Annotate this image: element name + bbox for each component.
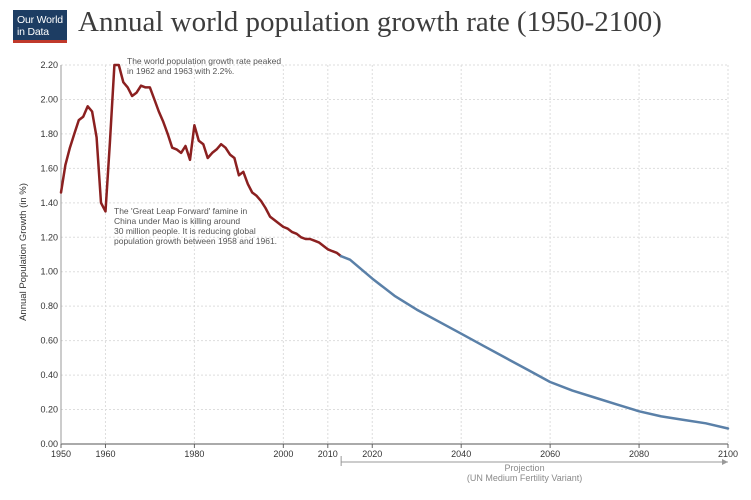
y-tick-label: 1.20 <box>40 232 58 242</box>
x-tick-label: 1980 <box>184 449 204 459</box>
projection-arrow-head <box>722 459 728 465</box>
y-tick-label: 1.00 <box>40 267 58 277</box>
projection-label: Projection <box>505 463 545 473</box>
x-tick-label: 1950 <box>51 449 71 459</box>
annotation-line: The world population growth rate peaked <box>127 56 281 66</box>
annotation-line: The 'Great Leap Forward' famine in <box>114 206 247 216</box>
x-tick-label: 2020 <box>362 449 382 459</box>
series-lines <box>59 63 730 430</box>
projection-series-line <box>339 254 730 430</box>
y-tick-label: 0.40 <box>40 370 58 380</box>
x-tick-labels: 1950 1960 1980 2000 2010 2020 2040 2060 2080 2100 <box>51 449 738 459</box>
annotation-line: in 1962 and 1963 with 2.2%. <box>127 66 234 76</box>
y-tick-label: 0.20 <box>40 405 58 415</box>
x-tick-label: 1960 <box>95 449 115 459</box>
y-tick-labels: 0.00 0.20 0.40 0.60 0.80 1.00 1.20 1.40 1.60 1.80… <box>40 60 58 449</box>
x-tick-label: 2010 <box>318 449 338 459</box>
y-tick-label: 2.20 <box>40 60 58 70</box>
logo-line-2: in Data <box>17 26 49 38</box>
y-tick-label: 2.00 <box>40 94 58 104</box>
x-tick-label: 2000 <box>273 449 293 459</box>
x-tick-label: 2060 <box>540 449 560 459</box>
x-tick-label: 2040 <box>451 449 471 459</box>
y-tick-label: 1.60 <box>40 163 58 173</box>
annotations: The world population growth rate peakedi… <box>114 56 281 246</box>
y-tick-label: 0.60 <box>40 336 58 346</box>
y-tick-label: 1.40 <box>40 198 58 208</box>
logo-line-1: Our World <box>17 14 63 26</box>
x-tick-label: 2080 <box>629 449 649 459</box>
projection-marker: Projection(UN Medium Fertility Variant) <box>340 456 728 483</box>
projection-label: (UN Medium Fertility Variant) <box>467 473 582 483</box>
annotation-line: population growth between 1958 and 1961. <box>114 236 277 246</box>
y-tick-label: 0.00 <box>40 439 58 449</box>
annotation-line: China under Mao is killing around <box>114 216 240 226</box>
x-tick-label: 2100 <box>718 449 738 459</box>
y-axis-label: Annual Population Growth (in %) <box>18 183 29 321</box>
grid-lines <box>61 64 729 444</box>
axes <box>60 65 729 448</box>
historical-series-line <box>59 63 343 258</box>
y-tick-label: 0.80 <box>40 301 58 311</box>
annotation-line: 30 million people. It is reducing global <box>114 226 256 236</box>
y-tick-label: 1.80 <box>40 129 58 139</box>
chart-title: Annual world population growth rate (195… <box>78 6 662 38</box>
owid-logo: Our World in Data <box>13 10 67 43</box>
